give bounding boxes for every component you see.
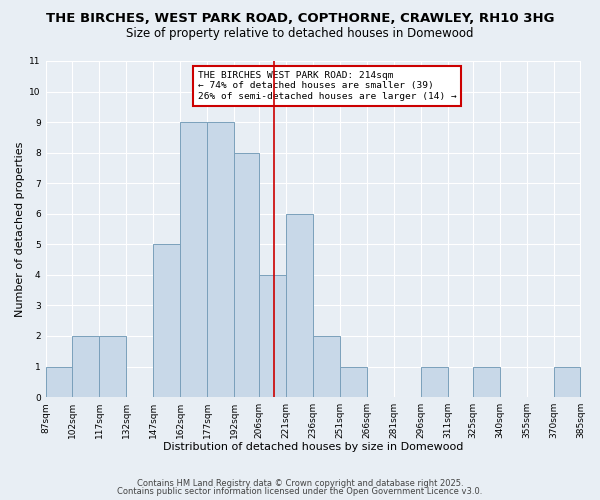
Bar: [313, 336, 340, 397]
X-axis label: Distribution of detached houses by size in Domewood: Distribution of detached houses by size …: [163, 442, 463, 452]
Bar: [73, 336, 100, 397]
Bar: [340, 366, 367, 397]
Text: Contains HM Land Registry data © Crown copyright and database right 2025.: Contains HM Land Registry data © Crown c…: [137, 478, 463, 488]
Y-axis label: Number of detached properties: Number of detached properties: [15, 142, 25, 316]
Bar: [234, 152, 259, 397]
Bar: [100, 336, 127, 397]
Bar: [153, 244, 180, 397]
Bar: [207, 122, 234, 397]
Bar: [46, 366, 73, 397]
Bar: [286, 214, 313, 397]
Bar: [473, 366, 500, 397]
Bar: [554, 366, 580, 397]
Bar: [259, 275, 286, 397]
Text: Size of property relative to detached houses in Domewood: Size of property relative to detached ho…: [126, 28, 474, 40]
Text: THE BIRCHES WEST PARK ROAD: 214sqm
← 74% of detached houses are smaller (39)
26%: THE BIRCHES WEST PARK ROAD: 214sqm ← 74%…: [198, 71, 457, 101]
Bar: [421, 366, 448, 397]
Text: THE BIRCHES, WEST PARK ROAD, COPTHORNE, CRAWLEY, RH10 3HG: THE BIRCHES, WEST PARK ROAD, COPTHORNE, …: [46, 12, 554, 26]
Text: Contains public sector information licensed under the Open Government Licence v3: Contains public sector information licen…: [118, 487, 482, 496]
Bar: [180, 122, 207, 397]
